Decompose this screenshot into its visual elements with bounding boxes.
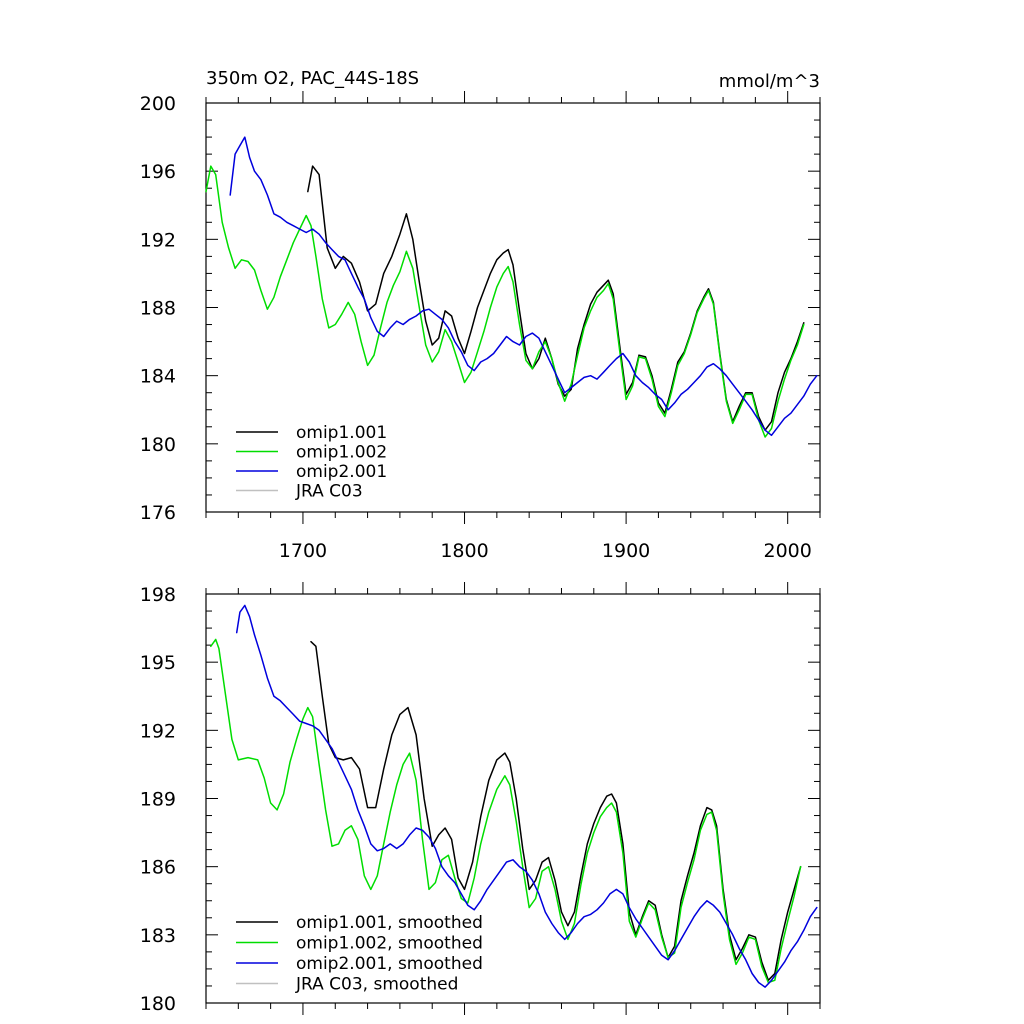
legend-label: omip1.001, smoothed (296, 913, 483, 933)
series-line (235, 604, 818, 988)
y-tick-label: 188 (140, 298, 176, 320)
x-tick-label: 1800 (440, 540, 488, 562)
y-tick-label: 192 (140, 720, 176, 742)
x-tick-label: 2000 (764, 540, 812, 562)
legend-label: omip1.002 (296, 443, 387, 463)
y-tick-label: 198 (140, 584, 176, 606)
legend-label: JRA C03 (295, 482, 363, 502)
y-tick-label: 176 (140, 502, 176, 524)
legend-label: omip1.001 (296, 423, 387, 443)
y-tick-label: 192 (140, 229, 176, 251)
units-label: mmol/m^3 (719, 71, 820, 92)
y-tick-label: 184 (140, 366, 176, 388)
y-tick-label: 180 (140, 434, 176, 456)
series-line (210, 638, 802, 984)
y-tick-label: 183 (140, 925, 176, 947)
series-line (205, 165, 805, 438)
y-tick-label: 196 (140, 161, 176, 183)
y-tick-label: 180 (140, 993, 176, 1015)
top-panel: 176 180 184 188 192 196 200 1700 1800 1900 2000 350… (140, 68, 821, 562)
legend-label: omip2.001 (296, 462, 387, 482)
bottom-panel: 180 183 186 189 192 195 198 omip1.001, smoothed… (140, 582, 821, 1015)
legend-label: omip2.001, smoothed (296, 954, 483, 974)
y-tick-label: 189 (140, 789, 176, 811)
x-tick-label: 1900 (602, 540, 650, 562)
series-line (229, 136, 818, 437)
x-tick-label: 1700 (279, 540, 327, 562)
legend-label: JRA C03, smoothed (295, 975, 458, 995)
legend-label: omip1.002, smoothed (296, 934, 483, 954)
y-tick-label: 186 (140, 857, 176, 879)
y-tick-label: 195 (140, 652, 176, 674)
chart-title: 350m O2, PAC_44S-18S (206, 68, 419, 89)
y-tick-label: 200 (140, 93, 176, 115)
